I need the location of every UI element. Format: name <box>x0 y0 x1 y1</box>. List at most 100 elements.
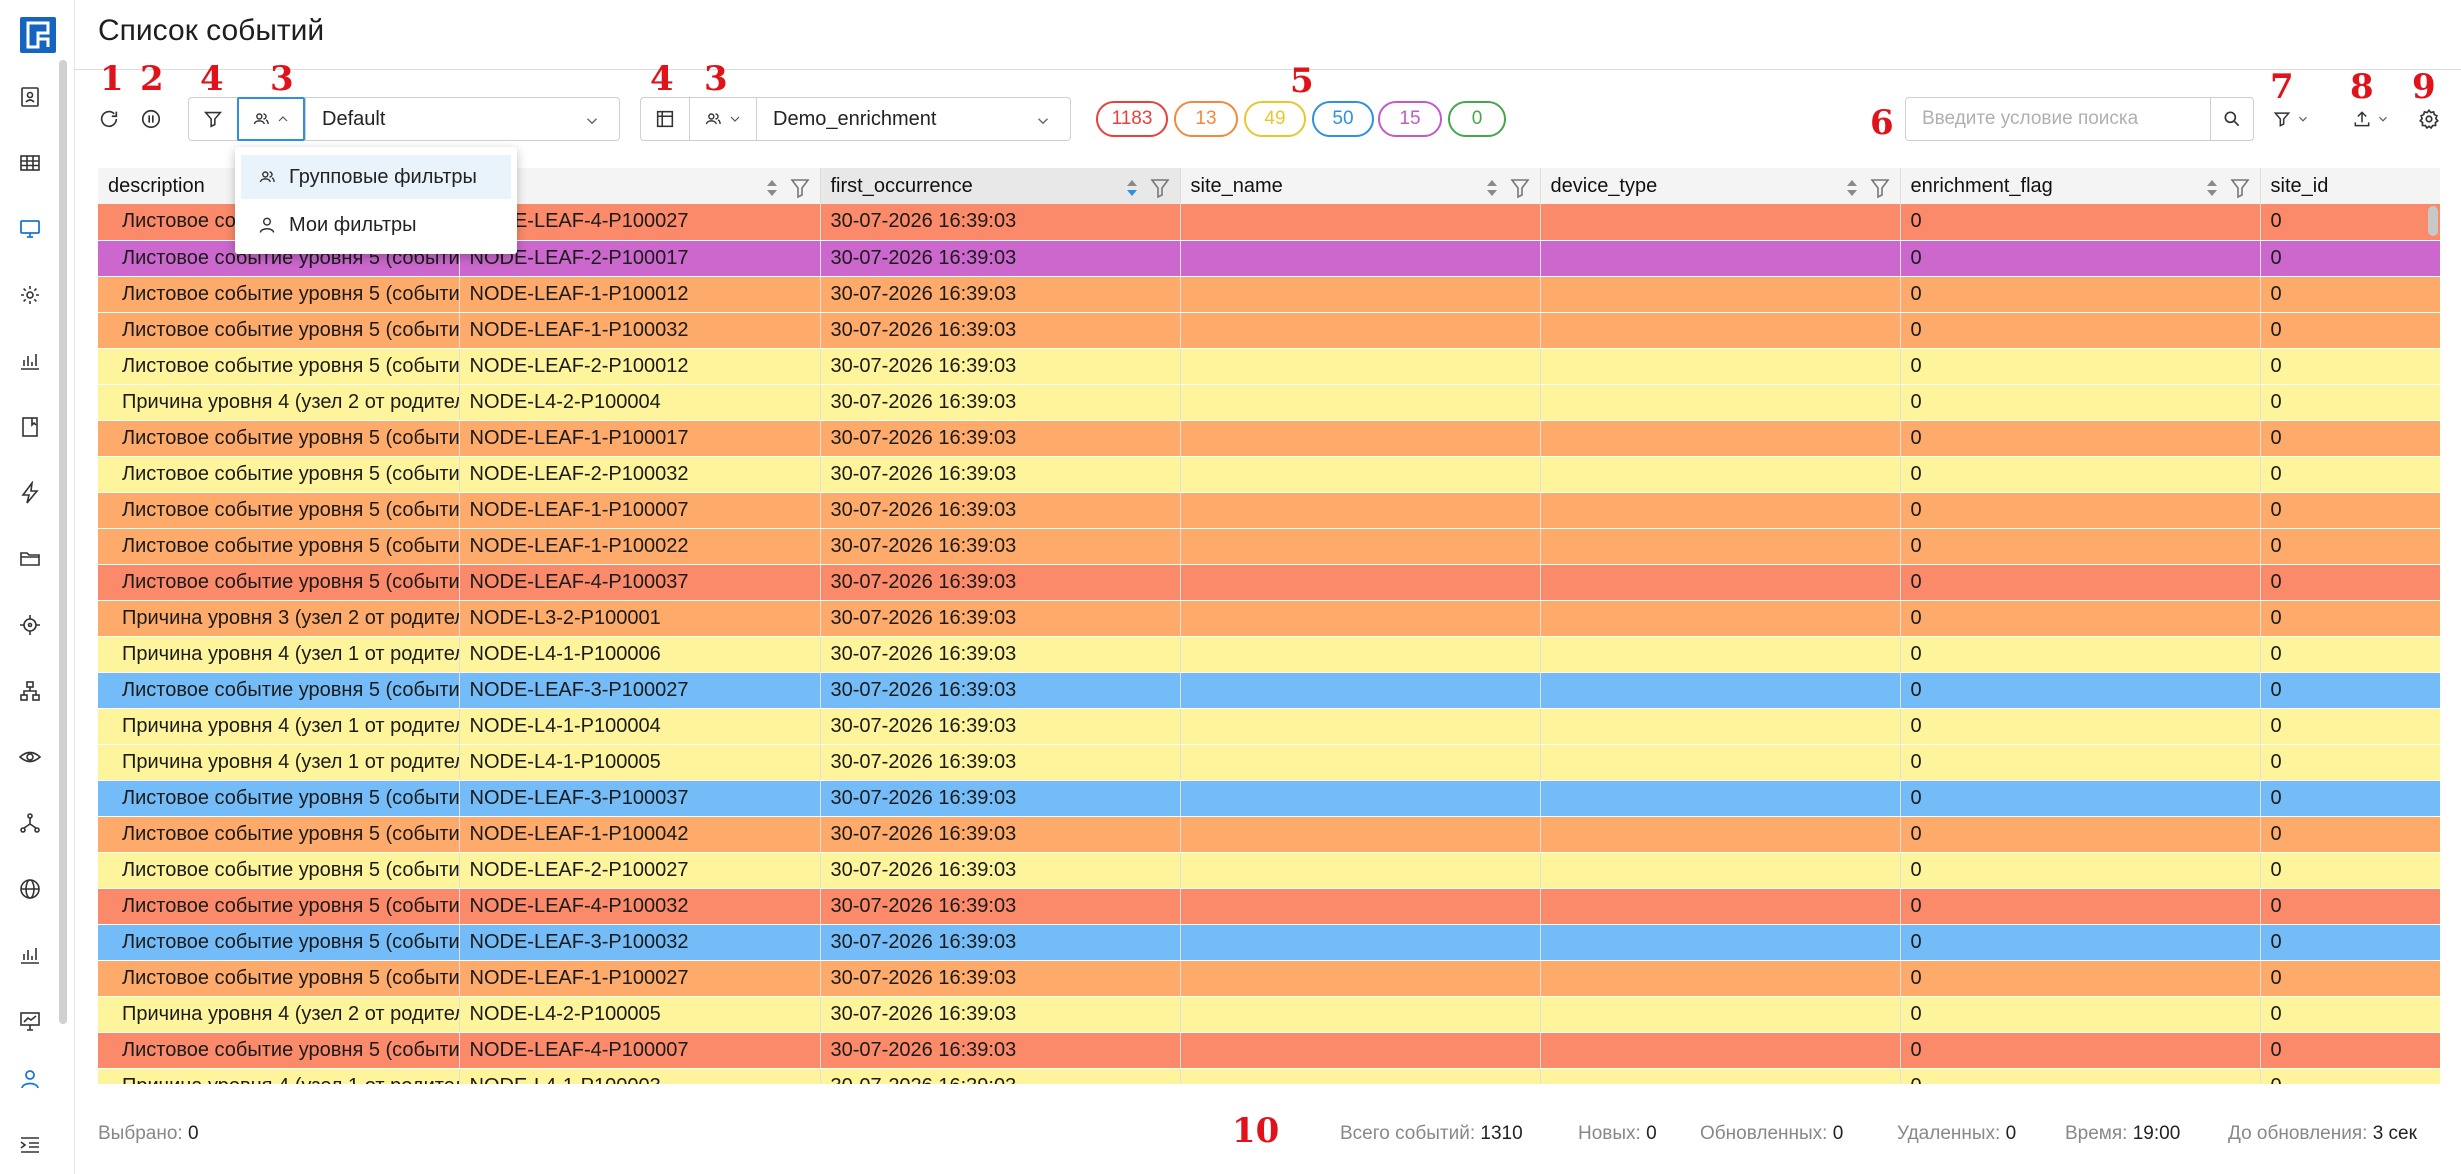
presentation-icon[interactable] <box>15 1006 45 1036</box>
table-row[interactable]: Причина уровня 3 (узел 2 от родителя NODE… <box>98 600 2440 637</box>
table-row[interactable]: Причина уровня 4 (узел 1 от родителяNODE… <box>98 1068 2440 1084</box>
user-icon[interactable] <box>15 1064 45 1094</box>
table-row[interactable]: Причина уровня 4 (узел 2 от родителя NODE… <box>98 996 2440 1033</box>
hierarchy-icon[interactable] <box>15 676 45 706</box>
sidebar-scrollbar[interactable] <box>59 60 67 1024</box>
cell-description: Листовое событие уровня 5 (событие <box>98 924 460 961</box>
lightning-icon[interactable] <box>15 478 45 508</box>
bar-chart-icon[interactable] <box>15 940 45 970</box>
column-header-enrichment-flag[interactable]: enrichment_flag <box>1900 168 2261 204</box>
severity-count-badge[interactable]: 0 <box>1448 101 1506 137</box>
cell-first-occurrence: 30-07-2026 16:39:03 <box>820 1032 1181 1069</box>
book-icon[interactable] <box>15 412 45 442</box>
sort-icon[interactable] <box>2206 178 2218 198</box>
column-header-device-type[interactable]: device_type <box>1540 168 1901 204</box>
cell-site-name <box>1180 672 1541 709</box>
severity-count-badge[interactable]: 1183 <box>1096 101 1168 137</box>
quick-filter-menu-button[interactable] <box>2268 104 2314 134</box>
column-filter-icon[interactable] <box>1868 176 1892 200</box>
cell-device-type <box>1540 816 1901 853</box>
search-input[interactable] <box>1920 98 2194 140</box>
cell-enrichment-flag: 0 <box>1900 672 2261 709</box>
dropdown-item-my-filters[interactable]: Мои фильтры <box>241 203 511 247</box>
folder-icon[interactable] <box>15 544 45 574</box>
network-icon[interactable] <box>15 808 45 838</box>
dropdown-item-group-filters[interactable]: Групповые фильтры <box>241 155 511 199</box>
settings-button[interactable] <box>2414 104 2444 134</box>
total-events: Всего событий: 1310 <box>1340 1123 1523 1144</box>
sort-icon[interactable] <box>1846 178 1858 198</box>
cell-site-name <box>1180 1068 1541 1084</box>
filter-view-select-left[interactable]: Default <box>305 97 620 141</box>
group-view-toggle[interactable] <box>689 97 757 141</box>
export-menu-button[interactable] <box>2348 104 2394 134</box>
refresh-button[interactable] <box>94 104 124 134</box>
cell-device-type <box>1540 996 1901 1033</box>
columns-button[interactable] <box>640 97 690 141</box>
sort-icon[interactable] <box>766 178 778 198</box>
pause-button[interactable] <box>136 104 166 134</box>
column-header-node[interactable] <box>459 168 821 204</box>
table-scrollbar-thumb[interactable] <box>2428 206 2438 236</box>
globe-icon[interactable] <box>15 874 45 904</box>
column-filter-icon[interactable] <box>1148 176 1172 200</box>
column-header-site-id[interactable]: site_id <box>2260 168 2440 204</box>
sort-desc-icon[interactable] <box>1126 178 1138 198</box>
eye-icon[interactable] <box>15 742 45 772</box>
severity-count-badge[interactable]: 15 <box>1378 101 1442 137</box>
contact-card-icon[interactable] <box>15 82 45 112</box>
severity-count-badge[interactable]: 50 <box>1312 101 1374 137</box>
cell-node: NODE-LEAF-1-P100007 <box>459 492 821 529</box>
severity-count-badge[interactable]: 13 <box>1174 101 1238 137</box>
cell-description: Листовое событие уровня 5 (событие <box>98 852 460 889</box>
cell-enrichment-flag: 0 <box>1900 312 2261 349</box>
search-field[interactable] <box>1905 97 2211 141</box>
column-filter-icon[interactable] <box>788 176 812 200</box>
cell-node: NODE-LEAF-4-P100007 <box>459 1032 821 1069</box>
app-logo[interactable] <box>20 17 56 53</box>
filter-view-select-right[interactable]: Demo_enrichment <box>756 97 1071 141</box>
cell-node: NODE-LEAF-4-P100027 <box>459 204 821 241</box>
cell-first-occurrence: 30-07-2026 16:39:03 <box>820 528 1181 565</box>
column-header-first-occurrence[interactable]: first_occurrence <box>820 168 1181 204</box>
search-button[interactable] <box>2210 97 2254 141</box>
cell-node: NODE-LEAF-1-P100012 <box>459 276 821 313</box>
pause-icon <box>141 109 161 129</box>
cell-site-name <box>1180 816 1541 853</box>
table-icon[interactable] <box>15 148 45 178</box>
bar-chart-icon[interactable] <box>15 346 45 376</box>
cell-site-id: 0 <box>2260 276 2440 313</box>
menu-indent-icon[interactable] <box>15 1130 45 1160</box>
sort-icon[interactable] <box>1486 178 1498 198</box>
monitor-icon[interactable] <box>15 214 45 244</box>
table-row[interactable]: Причина уровня 4 (узел 2 от родителя NODE… <box>98 384 2440 421</box>
gear-icon[interactable] <box>15 280 45 310</box>
column-filter-icon[interactable] <box>2228 176 2252 200</box>
severity-count-badge[interactable]: 49 <box>1244 101 1306 137</box>
crosshair-icon[interactable] <box>15 610 45 640</box>
column-header-site-name[interactable]: site_name <box>1180 168 1541 204</box>
filter-button[interactable] <box>188 97 238 141</box>
column-filter-icon[interactable] <box>1508 176 1532 200</box>
group-filter-toggle[interactable] <box>237 97 305 141</box>
